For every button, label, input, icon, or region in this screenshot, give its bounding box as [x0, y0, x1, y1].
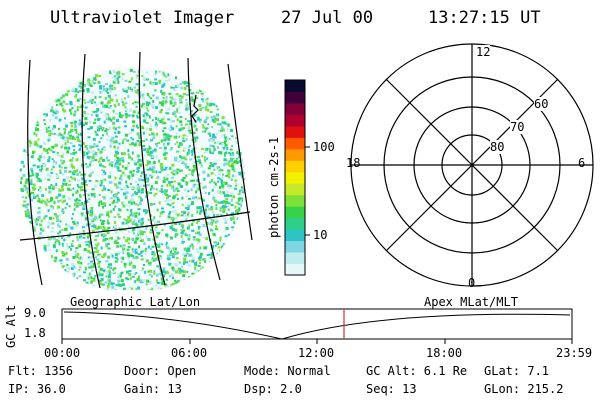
time-tick-0000: 00:00 [44, 346, 81, 360]
color-bar-tick-100: 100 [313, 140, 335, 154]
status-dsp: Dsp: 2.0 [244, 382, 302, 396]
polar-grid [350, 43, 594, 287]
altitude-frame [61, 308, 573, 340]
color-bar-segment [285, 194, 305, 207]
satellite-track [191, 94, 199, 123]
status-ip: IP: 36.0 [8, 382, 66, 396]
date-label: 27 Jul 00 [281, 8, 374, 28]
altitude-curve [63, 311, 571, 340]
apex-title: Apex MLat/MLT [424, 295, 518, 309]
color-bar-segment [285, 263, 305, 276]
mlt-label-18: 18 [346, 156, 361, 170]
color-bar-segment [285, 206, 305, 219]
color-bar-segment [285, 229, 305, 242]
color-bar-segment [285, 148, 305, 161]
status-glon: GLon: 215.2 [484, 382, 564, 396]
time-tick-1200: 12:00 [298, 346, 335, 360]
color-scale [285, 80, 305, 276]
color-bar-segment [285, 137, 305, 150]
color-bar-segment [285, 252, 305, 265]
status-door: Door: Open [124, 364, 197, 378]
mlt-label-0: 0 [468, 276, 476, 290]
status-flt: Flt: 1356 [8, 364, 74, 378]
lat-label-70: 70 [510, 120, 525, 134]
time-tick-1800: 18:00 [426, 346, 463, 360]
color-bar: photon cm-2s-1 [267, 79, 310, 276]
time-label: 13:27:15 UT [428, 8, 541, 28]
status-gc-alt: GC Alt: 6.1 Re [366, 364, 468, 378]
color-bar-segment [285, 171, 305, 184]
geographic-grid [19, 51, 253, 289]
color-bar-frame [284, 79, 306, 276]
altitude-plot [61, 308, 573, 344]
status-glat: GLat: 7.1 [484, 364, 550, 378]
mlt-label-6: 6 [578, 156, 586, 170]
geographic-title: Geographic Lat/Lon [70, 295, 201, 309]
color-bar-segment [285, 217, 305, 230]
color-bar-segment [285, 102, 305, 115]
time-tick-0600: 06:00 [171, 346, 208, 360]
status-seq: Seq: 13 [366, 382, 417, 396]
instrument-title: Ultraviolet Imager [50, 8, 235, 28]
color-bar-unit-label: photon cm-2s-1 [267, 137, 281, 238]
mlt-label-12: 12 [476, 45, 491, 59]
alt-tick-1-8: 1.8 [24, 326, 46, 340]
lat-label-60: 60 [534, 97, 549, 111]
color-bar-segment [285, 183, 305, 196]
color-bar-tick-10: 10 [313, 228, 328, 242]
polar-diagonal-2 [385, 78, 559, 252]
alt-tick-9: 9.0 [24, 306, 46, 320]
color-bar-segment [285, 91, 305, 104]
color-bar-segment [285, 114, 305, 127]
color-bar-segment [285, 125, 305, 138]
color-bar-segment [285, 240, 305, 253]
time-tick-2359: 23:59 [556, 346, 593, 360]
uv-image [19, 51, 253, 290]
color-bar-segment [285, 80, 305, 92]
lat-label-80: 80 [490, 140, 505, 154]
status-gain: Gain: 13 [124, 382, 182, 396]
status-mode: Mode: Normal [244, 364, 331, 378]
color-bar-segment [285, 160, 305, 173]
